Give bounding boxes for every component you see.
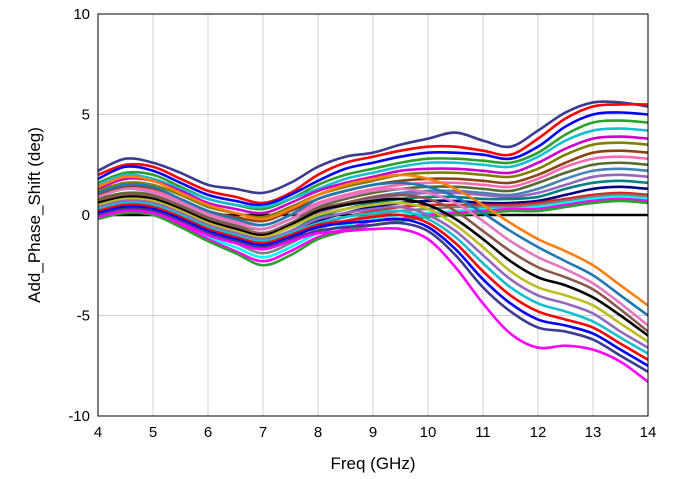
series-line-26 <box>98 199 648 349</box>
series-line-9 <box>98 155 648 227</box>
x-tick-label: 7 <box>259 424 267 441</box>
series-line-31 <box>98 209 648 384</box>
x-tick-label: 8 <box>314 424 322 441</box>
series-line-27 <box>98 201 648 355</box>
y-tick-label: -10 <box>68 408 90 425</box>
y-tick-label: 10 <box>73 6 90 23</box>
x-tick-label: 9 <box>369 424 377 441</box>
x-tick-labels: 4 5 6 7 8 9 10 11 12 13 14 <box>94 424 657 441</box>
x-tick-label: 14 <box>640 424 657 441</box>
x-tick-label: 4 <box>94 424 102 441</box>
series-line-30 <box>98 207 648 374</box>
y-tick-label: -5 <box>77 308 90 325</box>
series-line-1 <box>98 100 648 195</box>
y-tick-label: 5 <box>82 107 90 124</box>
series-line-25 <box>98 197 648 343</box>
series-line-2 <box>98 103 648 205</box>
series-line-6 <box>98 135 648 215</box>
series-line-24 <box>98 195 648 337</box>
series-line-28 <box>98 203 648 362</box>
x-tick-label: 5 <box>149 424 157 441</box>
series-line-7 <box>98 141 648 219</box>
y-tick-label: 0 <box>82 207 90 224</box>
series-line-23 <box>98 193 648 333</box>
y-tick-labels: -10 -5 0 5 10 <box>68 6 90 425</box>
x-tick-label: 6 <box>204 424 212 441</box>
series-line-10 <box>98 161 648 231</box>
x-tick-label: 10 <box>420 424 437 441</box>
series-line-22 <box>98 187 648 327</box>
series-line-5 <box>98 127 648 209</box>
series-line-21 <box>98 181 648 317</box>
series-line-20 <box>98 173 648 307</box>
series-line-3 <box>98 111 648 207</box>
series-line-29 <box>98 205 648 368</box>
series-layer <box>98 100 648 384</box>
x-axis-title: Freq (GHz) <box>331 454 416 473</box>
y-axis-title: Add_Phase_Shift (deg) <box>25 127 44 303</box>
plot-frame <box>97 13 649 417</box>
x-tick-label: 11 <box>475 424 491 441</box>
x-tick-label: 13 <box>585 424 602 441</box>
x-tick-label: 12 <box>530 424 547 441</box>
